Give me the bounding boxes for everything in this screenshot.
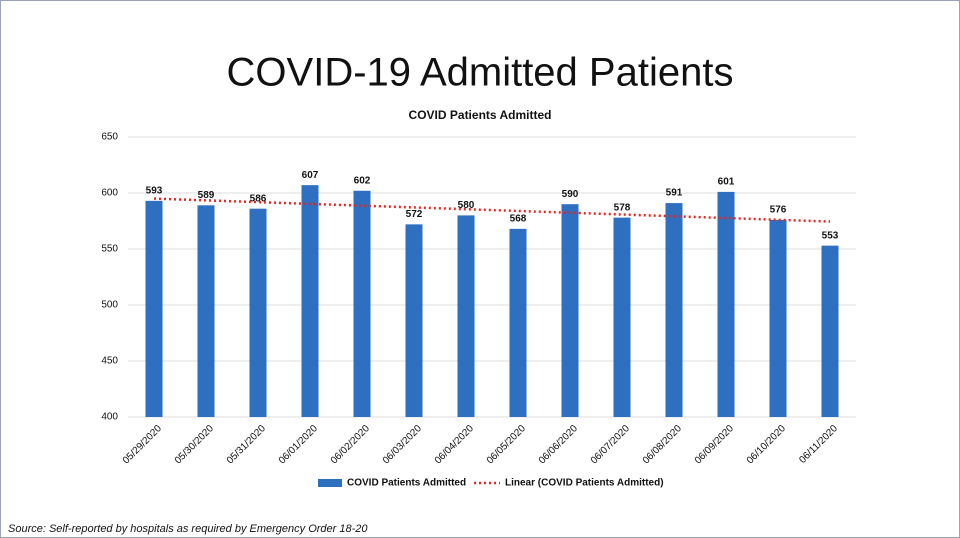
value-label: 586 [250,193,267,204]
bar [197,205,215,417]
value-label: 589 [198,190,215,201]
y-tick-label: 650 [101,132,118,143]
y-tick-label: 550 [101,244,118,255]
value-label: 593 [146,185,163,196]
bar [613,217,631,417]
value-label: 553 [822,230,839,241]
value-label: 607 [302,170,319,181]
value-label: 578 [614,202,631,213]
bar [717,191,735,417]
bar [561,204,579,417]
value-label: 601 [718,177,735,188]
bar [249,208,267,417]
chart-title: COVID Patients Admitted [409,108,552,122]
y-tick-label: 400 [101,412,118,423]
value-label: 568 [510,213,527,224]
value-label: 602 [354,175,371,186]
legend-label: COVID Patients Admitted [347,478,466,489]
bar [457,215,475,417]
value-label: 590 [562,189,579,200]
bar [353,190,371,417]
value-label: 580 [458,200,475,211]
value-label: 591 [666,188,683,199]
y-tick-label: 600 [101,188,118,199]
legend-label: Linear (COVID Patients Admitted) [505,478,664,489]
source-note: Source: Self-reported by hospitals as re… [8,523,368,535]
bar [405,224,423,417]
value-label: 576 [770,205,787,216]
y-tick-label: 450 [101,356,118,367]
value-label: 572 [406,209,423,220]
bar [821,245,839,417]
bar [509,228,527,417]
legend-swatch [318,479,342,487]
bar [301,185,319,417]
bar [665,203,683,417]
y-tick-label: 500 [101,300,118,311]
slide-title: COVID-19 Admitted Patients [227,51,734,95]
bar [145,200,163,417]
bar [769,219,787,417]
